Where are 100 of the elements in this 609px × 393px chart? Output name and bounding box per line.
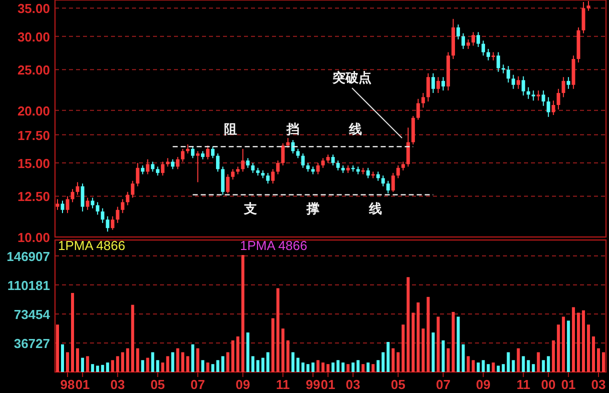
bar [226,352,230,372]
x-tick-label: 11 [516,377,530,392]
annotation: 1PMA 4866 [240,238,308,253]
candlestick [406,127,410,168]
candlestick [76,182,80,196]
candlestick [506,66,510,83]
bar [552,340,555,372]
bar [146,358,150,372]
bar [382,352,385,372]
candlestick [116,206,120,224]
bar [141,360,144,372]
bar [452,312,455,372]
bar [316,360,320,372]
candlestick [331,154,335,166]
candlestick [376,171,380,182]
candlestick [546,96,550,118]
candlestick [56,198,60,210]
bar [101,364,104,372]
bar [516,348,520,372]
candlestick [582,2,586,34]
bar [221,356,224,372]
bar [151,352,154,372]
bar [556,324,560,372]
x-tick-label: 99 [306,377,320,392]
y-tick-label: 20.00 [17,103,50,118]
candlestick [472,32,476,46]
candlestick [391,172,395,192]
bar [156,360,160,372]
y-tick-label: 110181 [7,278,50,293]
x-tick-label: 07 [436,377,450,392]
candlestick [176,156,180,170]
bar [436,316,440,372]
bar [566,320,570,372]
candlestick [196,150,200,183]
candlestick [160,161,164,176]
bar [181,352,184,372]
x-tick-label: 03 [110,377,125,392]
x-tick-label: 01 [561,377,576,392]
candlestick [276,160,280,175]
bar [346,364,350,372]
y-tick-label: 15.00 [17,156,50,171]
bar [376,360,380,372]
candlestick [96,202,100,216]
x-tick-label: 07 [190,377,205,392]
y-tick-label: 10.00 [17,230,50,245]
candlestick [271,168,275,184]
bar [462,344,465,372]
candlestick [316,162,320,175]
x-tick-label: 05 [150,377,165,392]
candlestick [536,90,540,102]
candlestick [60,200,64,214]
bar [522,356,525,372]
bar [402,324,405,372]
bar [301,362,304,372]
bar [66,352,70,372]
bar [392,348,395,372]
candlestick [146,158,150,175]
bar [211,364,214,372]
bar [296,358,300,372]
x-tick-label: 09 [476,377,491,392]
series-label: 支 撑 线 [242,200,382,216]
candlestick [150,161,154,172]
candlestick [441,76,445,92]
candlestick [231,168,235,180]
bar [91,364,94,372]
candlestick [66,196,70,214]
bar [432,332,435,372]
y-tick-label: 35.00 [17,1,50,16]
candlestick [301,152,305,168]
candlestick [381,175,385,187]
bar [362,364,365,372]
bar [206,362,210,372]
bar [446,348,450,372]
bar [106,362,110,372]
candlestick [321,158,325,168]
candlestick [206,145,210,160]
bar [286,340,290,372]
bar [406,277,410,372]
candlestick [431,72,435,94]
bar [572,307,575,372]
bar [412,312,415,372]
bar [596,348,600,372]
y-tick-label: 12.50 [17,189,50,204]
bar [256,360,260,372]
candlestick [556,88,560,110]
bar [526,360,530,372]
bar [201,360,204,372]
candlestick [396,164,400,179]
candlestick [70,188,74,203]
candlestick [216,152,220,172]
candlestick [586,0,590,12]
candlestick [386,180,390,194]
candlestick [496,52,500,72]
bar [261,358,264,372]
candlestick [190,146,195,159]
bar [311,362,314,372]
bar [266,352,270,372]
bar [486,364,490,372]
bar [61,344,64,372]
bar [512,360,515,372]
